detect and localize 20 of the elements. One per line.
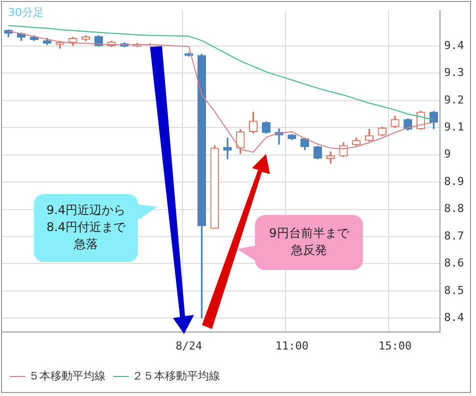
y-tick-label: 8.9 [444,174,464,188]
legend-label: ２５本移動平均線 [132,370,220,383]
x-tick-label: 8/24 [176,339,202,352]
candlestick [223,138,232,160]
y-tick-label: 8.4 [444,311,464,324]
annotation: 9.4円近辺から8.4円付近まで急落 [34,194,138,262]
x-tick-label: 15:00 [378,339,412,352]
y-tick-label: 8.8 [444,202,464,216]
y-tick-label: 9.3 [444,66,464,80]
legend-label: ５本移動平均線 [28,370,106,383]
y-tick-label: 8.6 [444,256,464,270]
y-tick-label: 8.7 [444,229,464,242]
y-tick-label: 9.2 [444,93,464,106]
annotation: 30分足 [8,5,44,21]
y-tick-label: 9.4 [444,38,464,52]
y-tick-label: 9.1 [444,120,464,134]
annotation: 9円台前半まで急反発 [255,215,363,270]
y-tick-label: 8.5 [444,284,464,297]
y-tick-label: 9 [444,148,451,161]
x-tick-label: 11:00 [275,339,309,352]
